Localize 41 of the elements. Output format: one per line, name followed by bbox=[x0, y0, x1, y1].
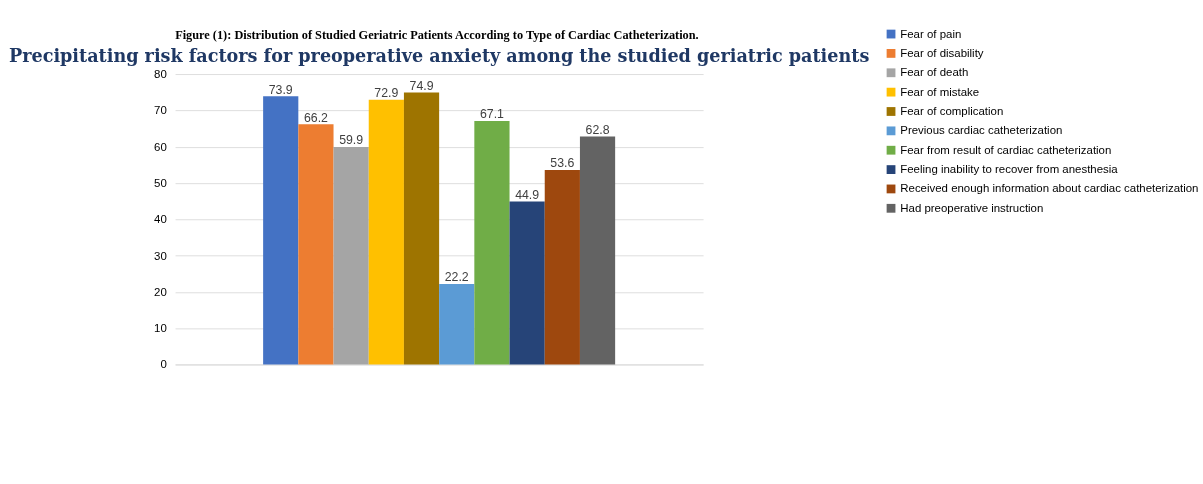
data-label: 44.9 bbox=[515, 187, 540, 202]
bar bbox=[439, 283, 475, 365]
legend-label: Feeling inability to recover from anesthesia bbox=[900, 163, 1119, 176]
y-tick-label: 10 bbox=[154, 322, 167, 335]
bar bbox=[474, 120, 510, 365]
data-label: 22.2 bbox=[444, 270, 469, 285]
legend-label: Fear from result of cardiac catheterization bbox=[900, 143, 1112, 156]
data-label: 73.9 bbox=[268, 82, 293, 97]
bar bbox=[403, 92, 440, 365]
y-tick-label: 60 bbox=[154, 140, 167, 153]
data-label: 66.2 bbox=[303, 110, 329, 125]
data-label: 62.8 bbox=[585, 122, 610, 137]
data-label: 74.9 bbox=[409, 78, 434, 93]
legend-label: Fear of mistake bbox=[900, 85, 980, 98]
bar bbox=[333, 147, 369, 365]
legend-label: Fear of complication bbox=[900, 105, 1004, 118]
data-label: 59.9 bbox=[339, 133, 364, 148]
legend-label: Previous cardiac catheterization bbox=[900, 124, 1063, 137]
y-tick-label: 50 bbox=[154, 176, 167, 189]
legend-label: Fear of pain bbox=[900, 27, 962, 40]
legend-label: Fear of disability bbox=[900, 46, 984, 59]
y-tick-label: 80 bbox=[154, 68, 167, 81]
legend-label: Received enough information about cardiac catheterization bbox=[900, 182, 1199, 195]
y-tick-label: 40 bbox=[154, 213, 167, 226]
chart-title: Precipitating risk factors for preoperative anxiety among the studied geriatric patients bbox=[8, 44, 870, 66]
text: Figure (1): Distribution of Studied Geriatric Patients According to Type of Cardiac Catheterization. bbox=[175, 27, 699, 42]
bar bbox=[509, 201, 545, 365]
data-label: 67.1 bbox=[479, 107, 505, 122]
y-tick-label: 70 bbox=[154, 104, 167, 117]
legend-label: Fear of death bbox=[900, 66, 969, 79]
bar bbox=[579, 136, 616, 365]
data-label: 53.6 bbox=[550, 156, 575, 171]
y-tick-label: 30 bbox=[154, 249, 167, 262]
bar bbox=[544, 169, 580, 365]
y-tick-label: 20 bbox=[154, 285, 167, 298]
bar bbox=[298, 124, 334, 365]
bar bbox=[368, 99, 404, 365]
data-label: 72.9 bbox=[374, 86, 399, 101]
legend-label: Had preoperative instruction bbox=[900, 201, 1044, 214]
bar bbox=[263, 96, 299, 365]
y-tick-label: 0 bbox=[160, 358, 167, 371]
